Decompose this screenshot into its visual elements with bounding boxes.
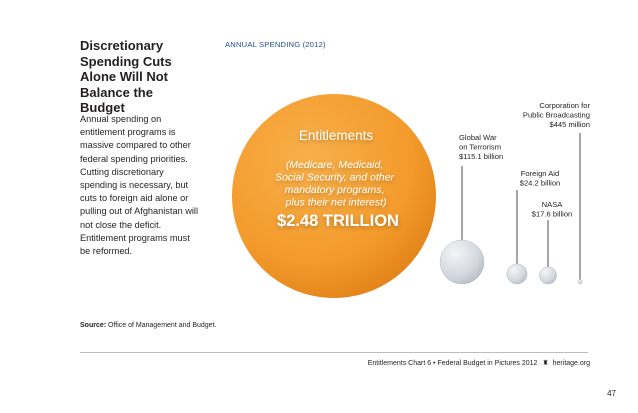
- footer-text: Entitlements Chart 6 • Federal Budget in…: [367, 360, 538, 367]
- footer-site: heritage.org: [552, 360, 590, 367]
- page-title: Discretionary Spending Cuts Alone Will N…: [80, 38, 172, 115]
- bubble-label-2: Foreign Aid $24.2 billion: [520, 169, 561, 188]
- bubble-label-1: Global War on Terrorism $115.1 billion: [459, 133, 503, 161]
- bubble-entitlements: [232, 94, 436, 298]
- footer: Entitlements Chart 6 • Federal Budget in…: [368, 359, 590, 367]
- chart-title: ANNUAL SPENDING (2012): [225, 40, 326, 49]
- page-number: 47: [607, 389, 616, 398]
- bubble-entitlements-name: Entitlements: [299, 128, 374, 143]
- bubble-label-3: NASA $17.6 billion: [532, 200, 573, 219]
- bubble-entitlements-detail: (Medicare, Medicaid, Social Security, an…: [275, 159, 397, 209]
- source-label: Source:: [80, 322, 107, 329]
- bubble-corporation-for-public-broadcasting: [577, 279, 583, 285]
- bubble-nasa: [539, 266, 557, 285]
- source-text: Office of Management and Budget.: [108, 322, 217, 329]
- bubble-entitlements-value: $2.48 TRILLION: [277, 212, 399, 230]
- source-note: Source: Office of Management and Budget.: [80, 322, 216, 329]
- bubble-foreign-aid: [506, 263, 528, 285]
- body-paragraph: Annual spending on entitlement programs …: [80, 114, 198, 257]
- heritage-logo-icon: ♜: [542, 360, 549, 367]
- bubble-label-4: Corporation for Public Broadcasting $445 m…: [523, 101, 591, 129]
- footer-rule: [80, 352, 588, 353]
- small-bubbles-group: Global War on Terrorism $115.1 billion Fore…: [439, 101, 591, 285]
- bubble-global-war-on-terrorism: [439, 239, 485, 285]
